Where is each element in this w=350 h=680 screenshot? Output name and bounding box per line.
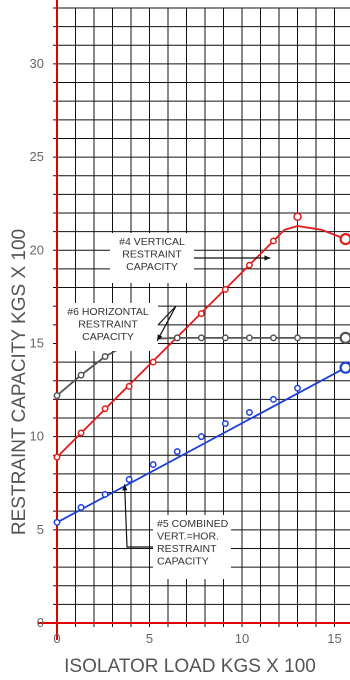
data-point — [77, 429, 85, 437]
data-point — [339, 232, 350, 246]
data-point — [149, 358, 157, 366]
y-tick-label: 25 — [30, 149, 44, 164]
annotation-text: CAPACITY — [157, 556, 209, 568]
y-tick-label: 5 — [37, 522, 44, 537]
data-point — [77, 504, 85, 511]
data-point — [245, 408, 253, 416]
data-point — [101, 490, 109, 498]
annotation-text: RESTRAINT — [157, 543, 217, 555]
y-tick-label: 20 — [30, 242, 44, 257]
data-point — [294, 384, 301, 392]
annotation-leader-line — [124, 484, 153, 548]
x-tick-label: 0 — [53, 631, 60, 646]
data-point — [221, 420, 229, 428]
annotation-text: RESTRAINT — [122, 249, 182, 261]
axes — [38, 0, 350, 640]
y-tick-label: 15 — [30, 335, 44, 350]
data-point — [149, 461, 157, 469]
data-point — [293, 212, 302, 221]
data-point — [221, 285, 229, 293]
y-tick-label: 10 — [30, 429, 44, 444]
data-points — [53, 212, 350, 526]
data-point — [173, 334, 181, 342]
annotation-arrowhead — [122, 484, 128, 491]
x-tick-label: 10 — [235, 631, 249, 646]
data-point — [339, 331, 350, 344]
y-axis-title: RESTRAINT CAPACITY KGS X 100 — [9, 229, 30, 535]
y-tick-label: 30 — [30, 56, 44, 71]
data-point — [53, 518, 61, 526]
annotation-text: CAPACITY — [82, 331, 134, 343]
data-point — [125, 382, 133, 390]
data-point — [125, 476, 133, 483]
x-tick-label: 5 — [146, 631, 153, 646]
data-point — [101, 405, 109, 413]
data-point — [294, 334, 301, 342]
annotation-text: VERT.=HOR. — [157, 531, 219, 543]
data-point — [101, 353, 109, 360]
annotation-background — [110, 233, 194, 283]
y-tick-label: 0 — [37, 615, 44, 630]
data-point — [270, 237, 277, 245]
data-point — [53, 392, 61, 400]
annotation-text: #6 HORIZONTAL — [67, 306, 149, 318]
annotation-text: #4 VERTICAL — [119, 236, 185, 248]
series-line — [56, 366, 347, 524]
data-point — [270, 395, 277, 403]
annotation-leader-line — [156, 305, 177, 342]
data-point — [197, 310, 205, 318]
annotation-text: CAPACITY — [126, 261, 178, 273]
annotation-background — [58, 303, 158, 351]
series-line — [56, 225, 346, 458]
data-point — [53, 453, 61, 461]
series-lines — [56, 225, 347, 524]
annotation-text: RESTRAINT — [78, 319, 138, 331]
data-point — [197, 433, 205, 441]
annotation-background — [153, 515, 231, 579]
data-point — [339, 361, 350, 374]
x-tick-label: 15 — [327, 631, 341, 646]
tick-labels: 0 5 10 15 0 5 10 15 20 25 30 — [30, 56, 342, 646]
annotation-text: #5 COMBINED — [157, 518, 229, 530]
data-point — [173, 448, 181, 455]
data-point — [245, 334, 253, 342]
data-point — [197, 334, 205, 342]
data-point — [245, 261, 253, 269]
grid — [53, 7, 350, 627]
annotation-arrowhead — [157, 334, 163, 341]
data-point — [77, 371, 85, 379]
annotation-arrowhead — [264, 255, 271, 261]
data-point — [221, 334, 229, 342]
data-point — [270, 334, 277, 342]
x-axis-title: ISOLATOR LOAD KGS X 100 — [64, 656, 316, 677]
